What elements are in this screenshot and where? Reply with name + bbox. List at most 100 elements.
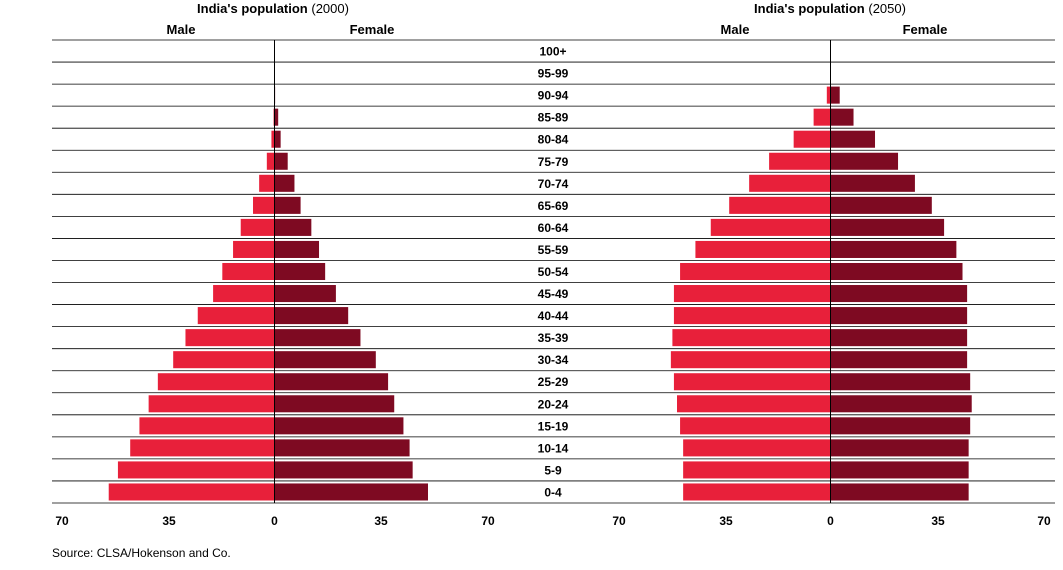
bar-male-70-74	[749, 175, 830, 192]
bar-female-55-59	[831, 241, 957, 258]
age-label: 55-59	[538, 243, 569, 257]
age-label: 100+	[539, 45, 566, 59]
bar-female-20-24	[831, 395, 972, 412]
x-tick-label: 70	[55, 514, 69, 528]
bar-female-0-4	[275, 483, 429, 500]
age-label: 95-99	[538, 67, 569, 81]
bar-male-0-4	[683, 483, 830, 500]
bar-female-25-29	[275, 373, 389, 390]
bar-male-30-34	[671, 351, 831, 368]
bar-female-70-74	[831, 175, 915, 192]
bar-male-55-59	[233, 241, 274, 258]
bar-female-30-34	[831, 351, 968, 368]
bar-female-20-24	[275, 395, 395, 412]
bar-male-20-24	[677, 395, 831, 412]
bar-male-60-64	[711, 219, 831, 236]
age-label: 35-39	[538, 331, 569, 345]
bar-female-10-14	[831, 439, 969, 456]
age-label: 45-49	[538, 287, 569, 301]
bar-male-75-79	[769, 153, 830, 170]
bar-male-15-19	[139, 417, 274, 434]
bar-male-20-24	[149, 395, 275, 412]
x-tick-label: 35	[719, 514, 733, 528]
bar-female-50-54	[275, 263, 326, 280]
age-label: 20-24	[538, 397, 569, 411]
age-label: 0-4	[544, 485, 562, 499]
bar-female-40-44	[831, 307, 968, 324]
age-label: 80-84	[538, 133, 569, 147]
bar-female-50-54	[831, 263, 963, 280]
bar-male-5-9	[118, 461, 275, 478]
bar-female-35-39	[275, 329, 361, 346]
bar-female-70-74	[275, 175, 295, 192]
bar-female-15-19	[275, 417, 404, 434]
bar-female-45-49	[831, 285, 968, 302]
bar-male-60-64	[241, 219, 275, 236]
bar-female-30-34	[275, 351, 376, 368]
bar-female-80-84	[831, 131, 876, 148]
bar-male-65-69	[253, 197, 274, 214]
age-label: 5-9	[544, 463, 562, 477]
bar-male-40-44	[674, 307, 831, 324]
bar-female-0-4	[831, 483, 969, 500]
bar-female-75-79	[275, 153, 288, 170]
x-tick-label: 70	[1037, 514, 1051, 528]
bar-female-10-14	[275, 439, 410, 456]
bar-male-55-59	[695, 241, 830, 258]
bar-female-90-94	[831, 87, 840, 104]
chart-title-2000: India's population (2000)	[197, 1, 349, 16]
bar-female-45-49	[275, 285, 336, 302]
bar-female-15-19	[831, 417, 971, 434]
bar-female-85-89	[831, 109, 854, 126]
bar-male-25-29	[674, 373, 831, 390]
bar-female-60-64	[831, 219, 945, 236]
bar-female-25-29	[831, 373, 971, 390]
source-note: Source: CLSA/Hokenson and Co.	[52, 546, 231, 560]
male-label-2050: Male	[721, 22, 750, 37]
bar-male-35-39	[672, 329, 830, 346]
age-label: 25-29	[538, 375, 569, 389]
bar-male-35-39	[185, 329, 274, 346]
bar-male-15-19	[680, 417, 830, 434]
x-tick-label: 70	[612, 514, 626, 528]
age-group-labels: 0-45-910-1415-1920-2425-2930-3435-3940-4…	[538, 45, 569, 500]
x-tick-label: 35	[162, 514, 176, 528]
age-label: 30-34	[538, 353, 569, 367]
bar-male-80-84	[794, 131, 831, 148]
bar-female-75-79	[831, 153, 899, 170]
bar-male-25-29	[158, 373, 275, 390]
x-tick-label: 70	[481, 514, 495, 528]
bar-female-65-69	[831, 197, 932, 214]
bar-female-80-84	[275, 131, 281, 148]
bar-female-35-39	[831, 329, 968, 346]
age-label: 50-54	[538, 265, 569, 279]
bar-male-45-49	[674, 285, 831, 302]
x-tick-label: 35	[931, 514, 945, 528]
bar-female-55-59	[275, 241, 320, 258]
bar-male-90-94	[827, 87, 831, 104]
bar-male-70-74	[259, 175, 274, 192]
bar-male-5-9	[683, 461, 830, 478]
bar-female-85-89	[275, 109, 279, 126]
bar-female-40-44	[275, 307, 349, 324]
bar-male-0-4	[109, 483, 275, 500]
age-label: 70-74	[538, 177, 569, 191]
bar-male-10-14	[683, 439, 830, 456]
x-tick-label: 0	[271, 514, 278, 528]
x-tick-label: 35	[374, 514, 388, 528]
bar-male-30-34	[173, 351, 274, 368]
x-tick-label: 0	[827, 514, 834, 528]
age-label: 75-79	[538, 155, 569, 169]
x-axis-ticks: 70 35 0 35 70 70 35 0 35 70	[55, 514, 1051, 528]
bar-male-45-49	[213, 285, 274, 302]
age-label: 10-14	[538, 441, 569, 455]
female-label-2050: Female	[903, 22, 948, 37]
age-label: 85-89	[538, 111, 569, 125]
bar-female-5-9	[831, 461, 969, 478]
bar-male-65-69	[729, 197, 830, 214]
age-label: 15-19	[538, 419, 569, 433]
bar-male-75-79	[267, 153, 275, 170]
bar-male-85-89	[814, 109, 831, 126]
